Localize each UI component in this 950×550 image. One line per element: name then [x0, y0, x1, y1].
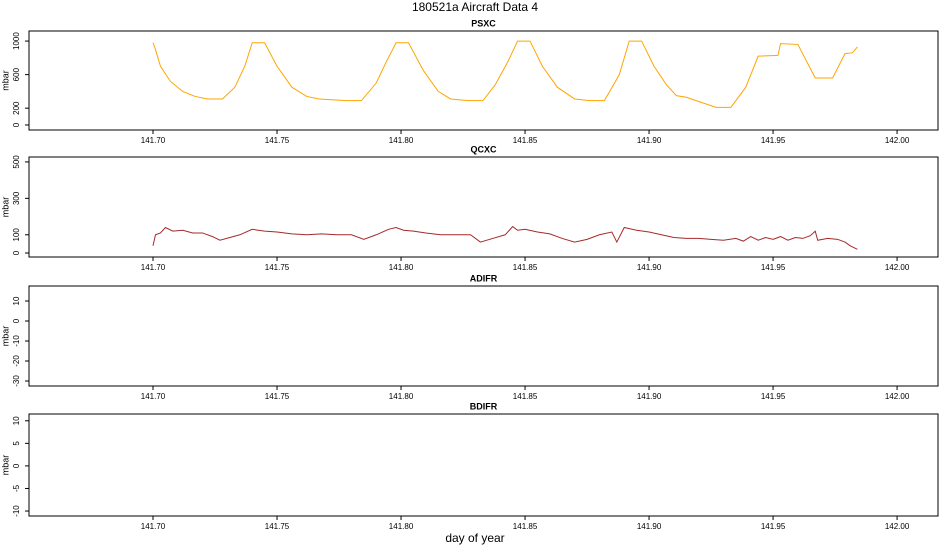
x-tick-label: 141.95 [761, 263, 786, 272]
y-tick-label: 0 [12, 250, 21, 255]
plot-frame [28, 30, 939, 131]
x-tick-label: 141.80 [389, 136, 414, 145]
x-tick-label: 141.85 [513, 522, 538, 531]
x-tick-label: 141.95 [761, 522, 786, 531]
x-tick-label: 141.75 [265, 392, 290, 401]
y-tick-label: 5 [12, 441, 21, 446]
x-tick-label: 141.70 [141, 136, 166, 145]
x-tick-label: 141.75 [265, 136, 290, 145]
x-tick-label: 142.00 [885, 392, 910, 401]
x-tick-label: 142.00 [885, 136, 910, 145]
y-axis-label: mbar [0, 326, 10, 347]
x-tick-label: 141.90 [637, 522, 662, 531]
panel-title: PSXC [471, 18, 496, 28]
x-tick-label: 141.80 [389, 263, 414, 272]
x-tick-label: 142.00 [885, 263, 910, 272]
x-tick-label: 141.80 [389, 522, 414, 531]
data-line [152, 225, 858, 250]
y-tick-label: 0 [12, 463, 21, 468]
y-tick-label: 0 [12, 122, 21, 127]
x-axis-label: day of year [445, 531, 504, 545]
panel-title: ADIFR [470, 273, 498, 283]
figure-title: 180521a Aircraft Data 4 [412, 0, 538, 14]
y-tick-label: 1000 [12, 32, 21, 50]
y-axis-label: mbar [0, 70, 10, 91]
y-axis-label: mbar [0, 197, 10, 218]
x-tick-label: 141.70 [141, 522, 166, 531]
panel-title: BDIFR [470, 401, 498, 411]
x-tick-label: 141.85 [513, 136, 538, 145]
x-tick-label: 141.90 [637, 136, 662, 145]
x-tick-label: 141.95 [761, 136, 786, 145]
y-tick-label: -20 [12, 355, 21, 367]
y-tick-label: 0 [12, 318, 21, 323]
x-tick-label: 141.75 [265, 522, 290, 531]
x-tick-label: 141.70 [141, 392, 166, 401]
y-tick-label: -5 [12, 484, 21, 492]
y-tick-label: 10 [12, 416, 21, 425]
plot-frame [28, 285, 939, 387]
x-tick-label: 141.90 [637, 392, 662, 401]
y-tick-label: -10 [12, 505, 21, 517]
y-tick-label: -30 [12, 375, 21, 387]
plot-frame [28, 413, 939, 517]
x-tick-label: 141.90 [637, 263, 662, 272]
x-tick-label: 141.85 [513, 263, 538, 272]
y-tick-label: 600 [12, 67, 21, 81]
y-axis-label: mbar [0, 455, 10, 476]
panel-title: QCXC [470, 144, 497, 154]
x-tick-label: 141.75 [265, 263, 290, 272]
plot-frame [28, 156, 939, 258]
y-tick-label: 500 [12, 155, 21, 169]
y-tick-label: 10 [12, 296, 21, 305]
x-tick-label: 142.00 [885, 522, 910, 531]
x-tick-label: 141.95 [761, 392, 786, 401]
data-line [152, 40, 858, 108]
y-tick-label: 100 [12, 228, 21, 242]
x-tick-label: 141.85 [513, 392, 538, 401]
y-tick-label: 200 [12, 101, 21, 115]
x-tick-label: 141.70 [141, 263, 166, 272]
x-tick-label: 141.80 [389, 392, 414, 401]
y-tick-label: -10 [12, 335, 21, 347]
y-tick-label: 300 [12, 191, 21, 205]
